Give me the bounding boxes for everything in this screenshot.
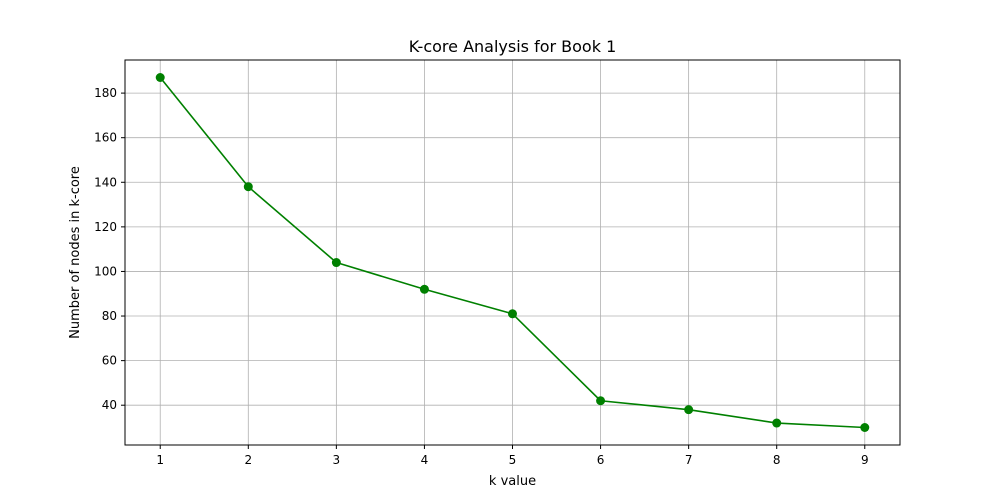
data-point <box>155 73 165 82</box>
y-axis-label: Number of nodes in k-core <box>68 166 83 339</box>
x-tick-label: 2 <box>244 453 252 467</box>
data-point <box>243 182 253 192</box>
data-point <box>596 396 606 406</box>
y-tick-label: 80 <box>102 309 117 323</box>
data-point <box>860 423 870 432</box>
chart-title: K-core Analysis for Book 1 <box>409 37 617 56</box>
x-tick-label: 6 <box>597 453 605 467</box>
x-tick-label: 9 <box>861 453 869 467</box>
grid <box>125 60 900 445</box>
axis-ticks: 1 2 3 4 5 6 7 8 9 40 60 80 100 120 140 160 180 <box>94 86 868 467</box>
y-tick-label: 60 <box>102 354 117 368</box>
y-tick-label: 140 <box>94 175 117 189</box>
series <box>155 73 870 432</box>
data-point <box>684 405 694 415</box>
data-point <box>419 284 429 294</box>
y-tick-label: 160 <box>94 131 117 145</box>
y-tick-label: 120 <box>94 220 117 234</box>
data-point <box>331 258 341 268</box>
y-tick-label: 180 <box>94 86 117 100</box>
y-tick-label: 40 <box>102 398 117 412</box>
x-tick-label: 1 <box>156 453 164 467</box>
x-tick-label: 4 <box>421 453 429 467</box>
data-point <box>508 309 517 319</box>
x-tick-label: 5 <box>509 453 517 467</box>
y-tick-label: 100 <box>94 264 117 278</box>
x-tick-label: 8 <box>773 453 781 467</box>
x-axis-label: k value <box>489 474 536 489</box>
data-point <box>772 418 782 428</box>
x-tick-label: 7 <box>685 453 693 467</box>
x-tick-label: 3 <box>333 453 341 467</box>
